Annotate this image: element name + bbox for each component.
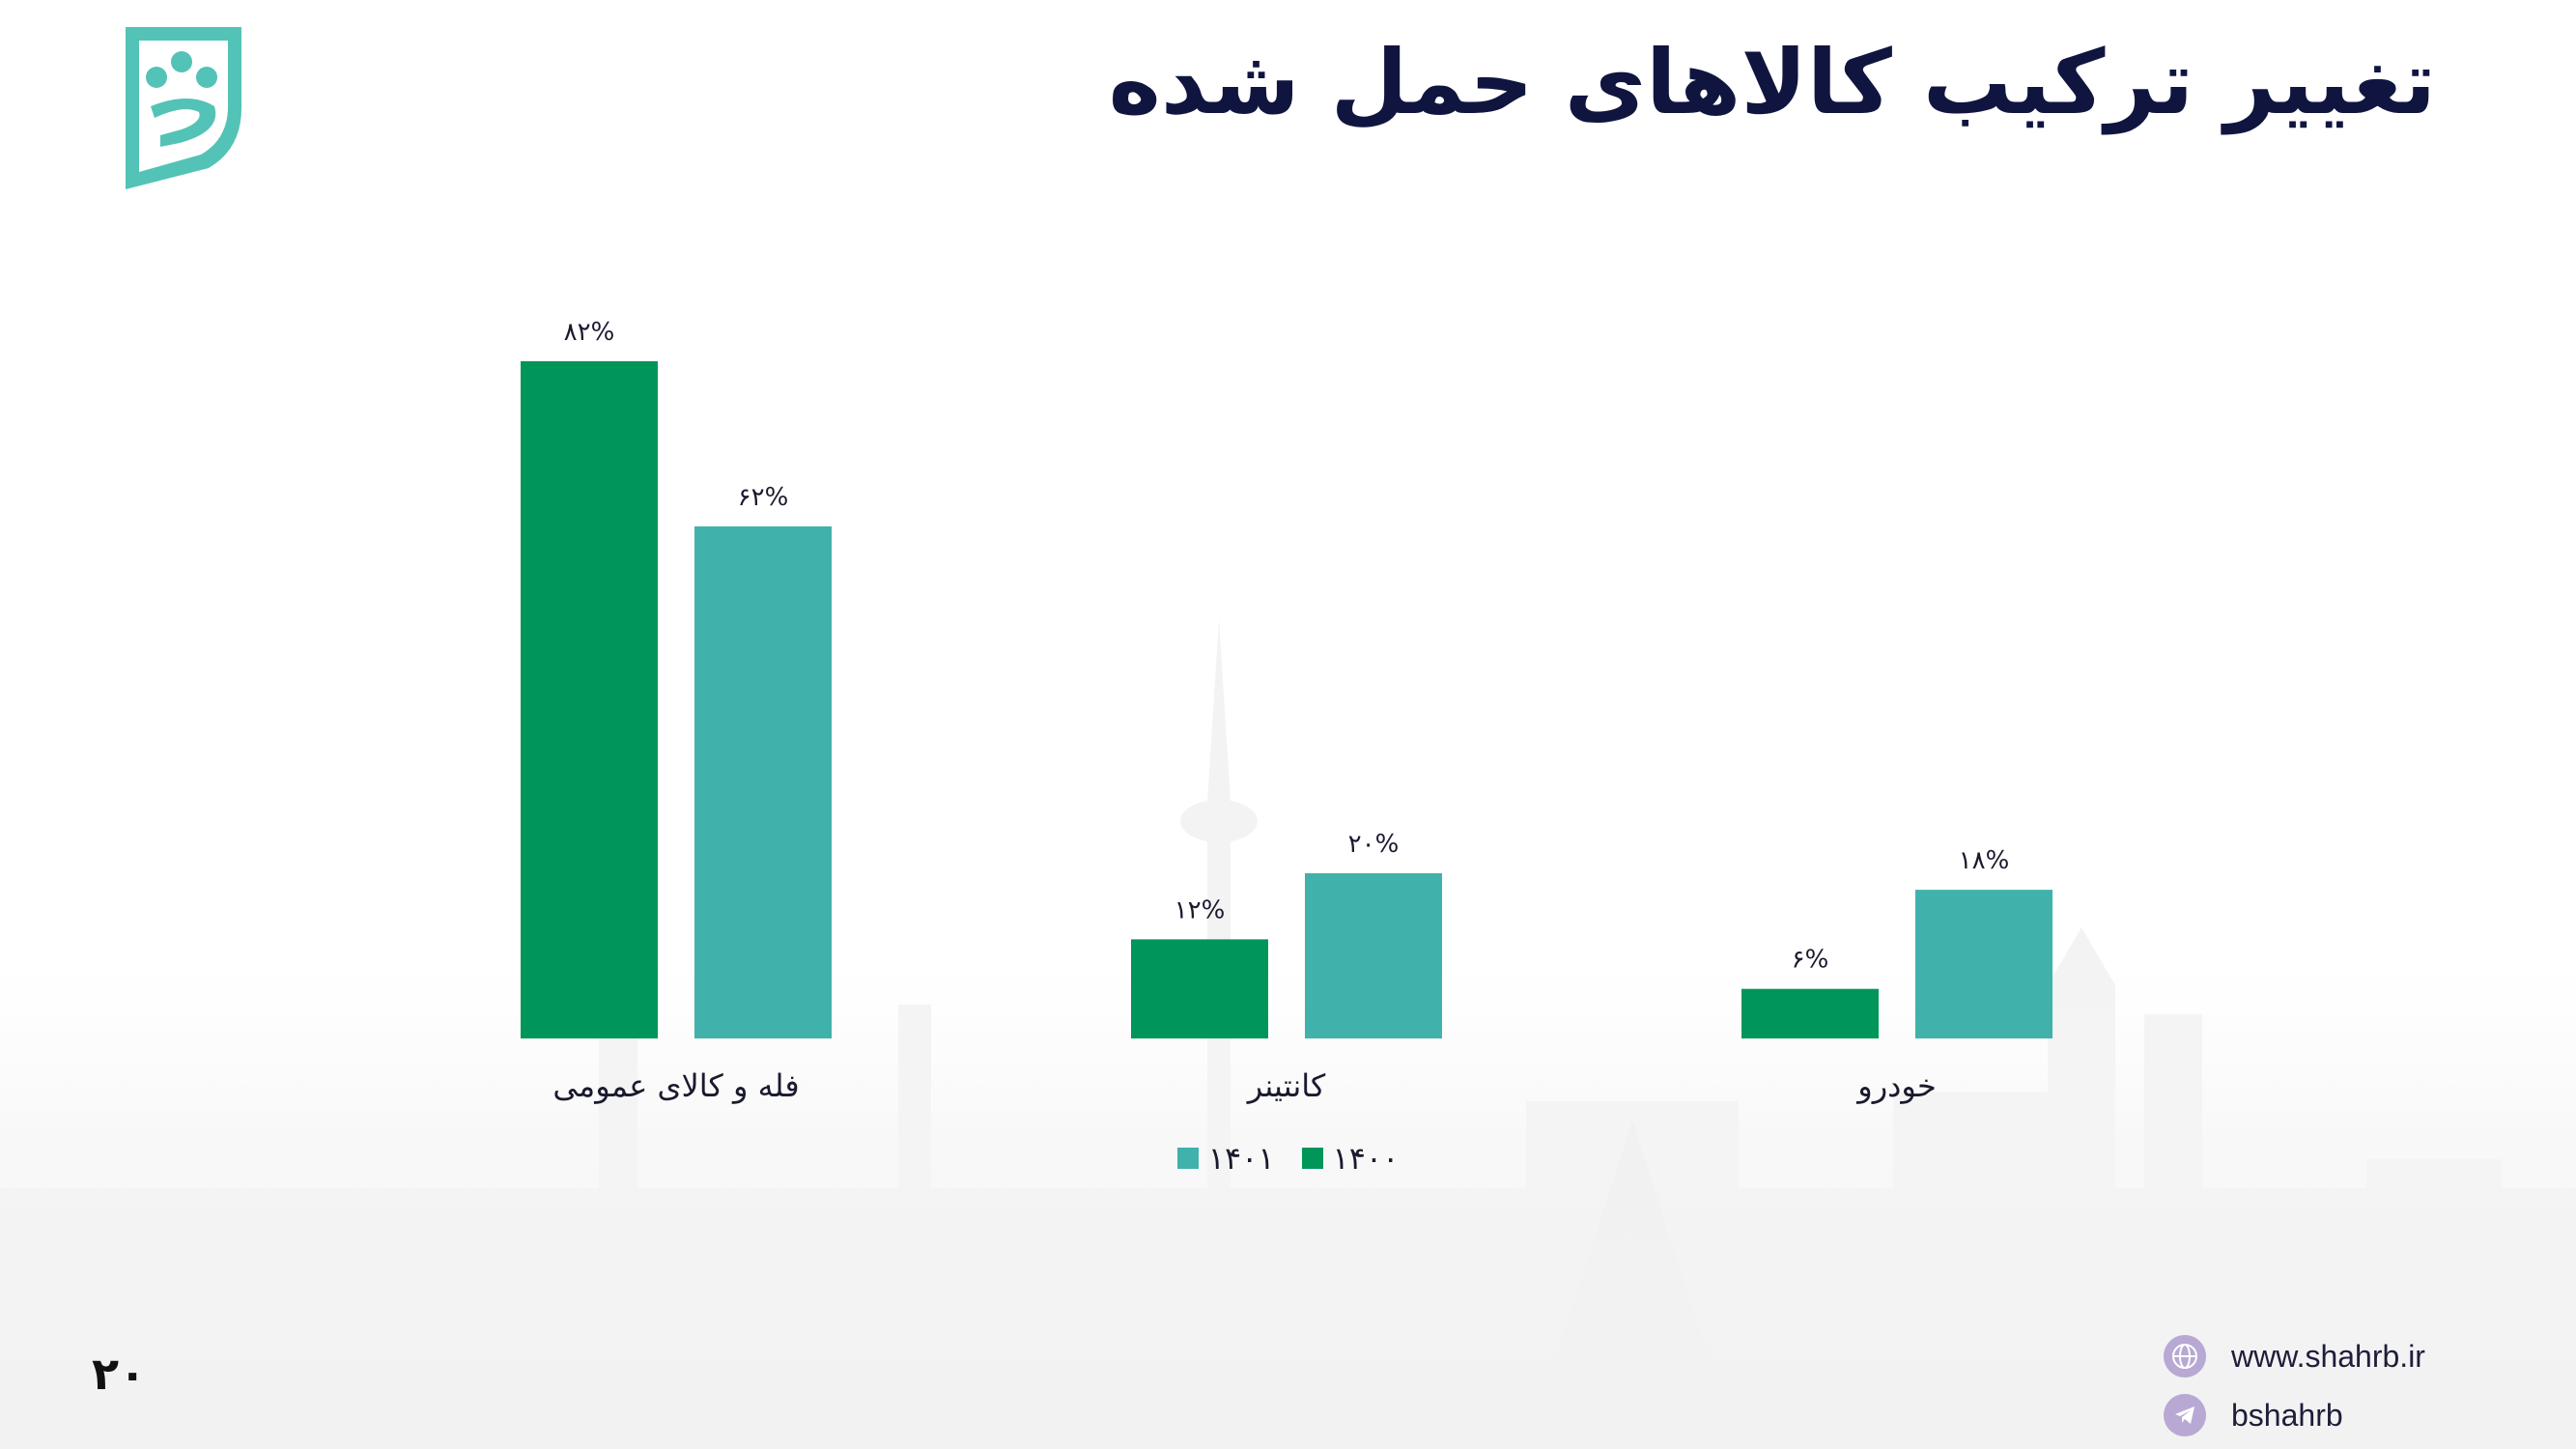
data-label-1-0: ۱۲% [1175, 895, 1226, 924]
legend-swatch-1400 [1301, 1148, 1323, 1169]
page-title: تغییر ترکیب کالاهای حمل شده [1108, 31, 2437, 134]
category-label-0: فله و کالای عمومی [552, 1067, 799, 1104]
legend-item-1401: ۱۴۰۱ [1176, 1140, 1275, 1177]
data-label-2-1: ۱۸% [1959, 846, 2010, 875]
telegram-contact[interactable]: bshahrb [2164, 1394, 2569, 1436]
bar-2-0 [1741, 988, 1879, 1038]
globe-icon [2164, 1335, 2206, 1378]
category-label-2: خودرو [1855, 1067, 1936, 1104]
legend-label-1401: ۱۴۰۱ [1207, 1140, 1275, 1177]
telegram-icon [2164, 1394, 2206, 1436]
chart-legend: ۱۴۰۱ ۱۴۰۰ [0, 1140, 2576, 1177]
page-number: ۲۰ [92, 1348, 147, 1400]
legend-swatch-1401 [1176, 1148, 1199, 1169]
data-label-0-0: ۸۲% [564, 318, 615, 347]
legend-item-1400: ۱۴۰۰ [1301, 1140, 1400, 1177]
data-label-1-1: ۲۰% [1348, 830, 1400, 859]
bar-0-1 [694, 526, 832, 1038]
data-label-0-1: ۶۲% [738, 483, 789, 512]
bar-1-1 [1305, 873, 1442, 1038]
brand-logo [126, 27, 241, 189]
category-label-1: کانتینر [1246, 1067, 1326, 1104]
telegram-handle[interactable]: bshahrb [2231, 1397, 2343, 1433]
data-label-2-0: ۶% [1792, 946, 1829, 975]
website-link[interactable]: www.shahrb.ir [2231, 1338, 2425, 1374]
bar-1-0 [1131, 939, 1268, 1038]
bar-0-0 [521, 360, 658, 1038]
bar-2-1 [1915, 890, 2052, 1038]
legend-label-1400: ۱۴۰۰ [1332, 1140, 1400, 1177]
website-contact[interactable]: www.shahrb.ir [2164, 1335, 2569, 1378]
